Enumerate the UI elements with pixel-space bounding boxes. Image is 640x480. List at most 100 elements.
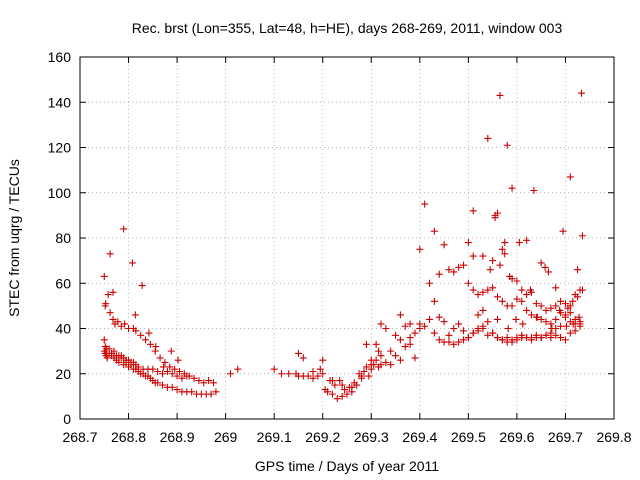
data-point <box>411 329 419 337</box>
data-point <box>416 325 424 332</box>
data-point <box>212 388 220 396</box>
y-tick-label: 120 <box>48 140 72 156</box>
data-point <box>547 304 555 312</box>
data-point <box>299 372 307 380</box>
data-point <box>154 379 162 387</box>
y-tick-label: 140 <box>48 94 72 110</box>
data-point <box>121 320 129 328</box>
data-point <box>106 250 114 258</box>
data-point <box>575 313 583 321</box>
data-point <box>484 286 492 294</box>
data-point <box>103 354 111 362</box>
y-axis-label: STEC from uqrg / TECUs <box>6 159 22 317</box>
data-point <box>401 343 409 351</box>
axis-ticks <box>79 56 615 420</box>
data-point <box>435 270 443 278</box>
grid <box>80 57 614 419</box>
data-point <box>559 227 567 235</box>
data-point <box>489 284 497 292</box>
data-point <box>479 252 487 260</box>
data-point <box>382 358 390 366</box>
data-point <box>430 329 438 337</box>
data-point <box>440 318 448 326</box>
data-point <box>377 320 385 328</box>
data-point <box>474 311 482 319</box>
x-tick-labels: 268.7 268.8 268.9 269 269.1 269.2 269.3 269.4 26… <box>62 429 631 445</box>
data-point <box>547 329 555 337</box>
data-point <box>396 356 404 364</box>
data-point <box>450 325 458 332</box>
data-point <box>314 372 322 380</box>
data-point <box>435 313 443 321</box>
data-point <box>406 334 414 342</box>
data-point <box>316 365 324 373</box>
data-point <box>523 291 531 299</box>
data-point <box>331 381 339 389</box>
data-point <box>552 331 560 339</box>
data-point <box>105 345 113 353</box>
data-point <box>285 370 293 378</box>
data-point <box>577 89 585 97</box>
data-point <box>562 322 570 330</box>
data-point <box>360 367 368 375</box>
data-point <box>537 302 545 310</box>
data-point <box>484 331 492 339</box>
data-point <box>518 297 526 305</box>
data-point <box>416 245 424 253</box>
data-point <box>479 306 487 314</box>
y-tick-label: 20 <box>55 366 71 382</box>
data-point <box>479 288 487 296</box>
data-point <box>336 377 344 385</box>
data-point <box>498 245 506 253</box>
data-point <box>154 367 162 375</box>
data-point <box>508 338 516 346</box>
x-tick-label: 269.3 <box>354 429 389 445</box>
data-point <box>508 275 516 283</box>
data-point <box>159 370 167 378</box>
data-point <box>132 327 140 335</box>
data-point <box>195 377 203 385</box>
data-point <box>561 300 569 308</box>
data-point <box>120 225 128 233</box>
data-point <box>156 354 164 362</box>
data-point <box>387 361 395 369</box>
x-tick-label: 269 <box>214 429 238 445</box>
data-point <box>348 383 356 391</box>
data-point <box>171 365 179 373</box>
data-point <box>367 356 375 364</box>
data-point <box>566 309 574 317</box>
data-point <box>152 343 160 351</box>
data-point <box>445 331 453 339</box>
data-point <box>131 311 139 319</box>
x-tick-label: 268.8 <box>111 429 146 445</box>
data-point <box>109 315 117 323</box>
data-point <box>163 367 171 375</box>
data-point <box>556 306 564 314</box>
data-point <box>168 383 176 391</box>
data-point <box>338 381 346 389</box>
data-point <box>460 327 468 335</box>
data-point <box>445 338 453 346</box>
chart-title: Rec. brst (Lon=355, Lat=48, h=HE), days … <box>132 20 563 36</box>
data-point <box>533 313 541 321</box>
data-point <box>493 293 501 301</box>
data-point <box>527 336 535 344</box>
data-point <box>455 320 463 328</box>
data-point <box>455 338 463 346</box>
data-point <box>324 388 332 396</box>
data-point <box>469 207 477 215</box>
data-point <box>430 297 438 305</box>
data-point <box>190 374 198 382</box>
data-point <box>566 329 574 337</box>
data-points <box>100 89 586 403</box>
data-point <box>382 325 390 332</box>
data-point <box>115 358 123 366</box>
data-point <box>440 241 448 249</box>
x-tick-label: 269.4 <box>402 429 437 445</box>
data-point <box>168 370 176 378</box>
data-point <box>392 352 400 360</box>
x-tick-label: 268.7 <box>62 429 97 445</box>
data-point <box>426 279 434 287</box>
x-tick-label: 269.8 <box>596 429 631 445</box>
